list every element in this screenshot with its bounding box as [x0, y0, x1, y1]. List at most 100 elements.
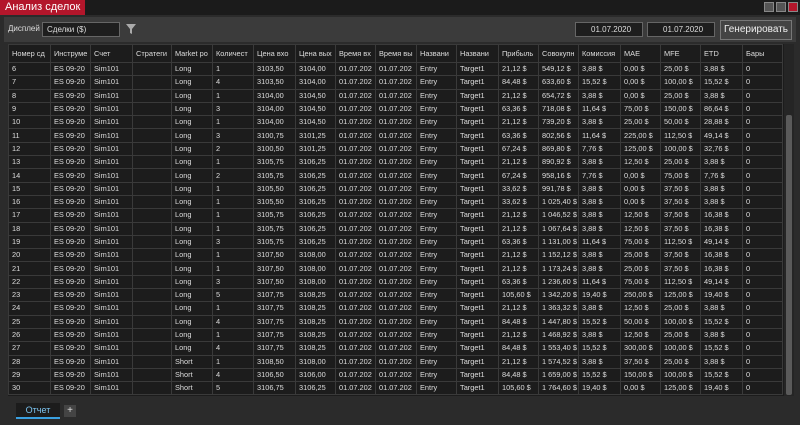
- table-row[interactable]: 13 ES 09-20 Sim101 Long 1 3105,75 3106,25 01.07…: [8, 155, 783, 170]
- table-row[interactable]: 15 ES 09-20 Sim101 Long 1 3105,50 3106,25 01.07…: [8, 181, 783, 196]
- table-row[interactable]: 25 ES 09-20 Sim101 Long 4 3107,75 3108,25 01.07…: [8, 314, 783, 329]
- table-row[interactable]: 28 ES 09-20 Sim101 Short 1 3108,50 3108,00 01.0…: [8, 354, 783, 369]
- table-row[interactable]: 19 ES 09-20 Sim101 Long 3 3105,75 3106,25 01.07…: [8, 234, 783, 250]
- column-header[interactable]: Названи: [456, 44, 499, 63]
- cell: 17: [8, 208, 51, 223]
- add-tab-button[interactable]: +: [64, 405, 76, 417]
- table-row[interactable]: 23 ES 09-20 Sim101 Long 5 3107,75 3108,25 01.07…: [8, 288, 783, 303]
- column-header[interactable]: Время вх: [335, 44, 376, 63]
- table-row[interactable]: 8 ES 09-20 Sim101 Long 1 3104,00 3104,50 01.07.…: [8, 88, 783, 103]
- table-row[interactable]: 18 ES 09-20 Sim101 Long 1 3105,75 3106,25 01.07…: [8, 221, 783, 236]
- cell: 21,12 $: [498, 115, 539, 130]
- table-row[interactable]: 14 ES 09-20 Sim101 Long 2 3105,75 3106,25 01.07…: [8, 168, 783, 183]
- cell: Sim101: [90, 234, 133, 250]
- cell: 01.07.202: [335, 128, 376, 143]
- table-row[interactable]: 29 ES 09-20 Sim101 Short 4 3106,50 3106,00 01.0…: [8, 367, 783, 383]
- cell: Entry: [416, 234, 457, 250]
- column-header[interactable]: Цена вхо: [253, 44, 296, 63]
- table-row[interactable]: 20 ES 09-20 Sim101 Long 1 3107,50 3108,00 01.07…: [8, 248, 783, 263]
- cell: 5: [212, 381, 254, 396]
- column-header[interactable]: Цена вых: [295, 44, 336, 63]
- column-header[interactable]: MAE: [620, 44, 661, 63]
- cell: Entry: [416, 354, 457, 369]
- tab[interactable]: Отчет: [16, 403, 60, 419]
- table-row[interactable]: 17 ES 09-20 Sim101 Long 1 3105,75 3106,25 01.07…: [8, 208, 783, 223]
- cell: Target1: [456, 274, 499, 290]
- table-row[interactable]: 9 ES 09-20 Sim101 Long 3 3104,00 3104,50 01.07.…: [8, 101, 783, 117]
- cell: 01.07.202: [375, 367, 417, 383]
- column-header[interactable]: Счет: [90, 44, 133, 63]
- column-header[interactable]: Прибыль: [498, 44, 539, 63]
- filter-icon[interactable]: [126, 23, 136, 35]
- table-row[interactable]: 24 ES 09-20 Sim101 Long 1 3107,75 3108,25 01.07…: [8, 301, 783, 316]
- column-header[interactable]: Количест: [212, 44, 254, 63]
- scroll-thumb[interactable]: [786, 115, 792, 395]
- close-button[interactable]: [788, 2, 798, 12]
- table-row[interactable]: 10 ES 09-20 Sim101 Long 1 3104,00 3104,50 01.07…: [8, 115, 783, 130]
- column-header[interactable]: Названи: [416, 44, 457, 63]
- cell: 3,88 $: [578, 88, 621, 103]
- column-header[interactable]: Стратеги: [132, 44, 172, 63]
- cell: Sim101: [90, 274, 133, 290]
- cell: 3107,50: [253, 261, 296, 276]
- column-header[interactable]: Инструме: [50, 44, 91, 63]
- display-select[interactable]: Сделки ($): [42, 22, 120, 37]
- column-header[interactable]: Market po: [171, 44, 213, 63]
- cell: 15,52 $: [700, 75, 743, 90]
- cell: 37,50 $: [660, 194, 701, 210]
- table-row[interactable]: 16 ES 09-20 Sim101 Long 1 3105,50 3106,25 01.07…: [8, 194, 783, 210]
- table-row[interactable]: 30 ES 09-20 Sim101 Short 5 3106,75 3106,25 01.0…: [8, 381, 783, 396]
- cell: 0: [742, 367, 783, 383]
- cell: 3106,75: [253, 381, 296, 396]
- table-row[interactable]: 22 ES 09-20 Sim101 Long 3 3107,50 3108,00 01.07…: [8, 274, 783, 290]
- cell: 75,00 $: [660, 168, 701, 183]
- cell: Target1: [456, 101, 499, 117]
- column-header[interactable]: Бары: [742, 44, 783, 63]
- column-header[interactable]: Совокупн: [538, 44, 579, 63]
- cell: [132, 208, 172, 223]
- cell: Sim101: [90, 248, 133, 263]
- title-bar: [0, 0, 800, 15]
- maximize-button[interactable]: [776, 2, 786, 12]
- cell: [132, 88, 172, 103]
- minimize-button[interactable]: [764, 2, 774, 12]
- cell: 01.07.202: [375, 61, 417, 77]
- table-row[interactable]: 27 ES 09-20 Sim101 Long 4 3107,75 3108,25 01.07…: [8, 341, 783, 356]
- cell: Target1: [456, 381, 499, 396]
- cell: [132, 341, 172, 356]
- cell: Sim101: [90, 221, 133, 236]
- cell: 3106,25: [295, 381, 336, 396]
- cell: Long: [171, 115, 213, 130]
- cell: Target1: [456, 208, 499, 223]
- cell: 63,36 $: [498, 234, 539, 250]
- table-row[interactable]: 12 ES 09-20 Sim101 Long 2 3100,50 3101,25 01.07…: [8, 141, 783, 157]
- column-header[interactable]: Номер сд: [8, 44, 51, 63]
- cell: 67,24 $: [498, 168, 539, 183]
- date-from[interactable]: 01.07.2020: [575, 22, 643, 37]
- cell: Target1: [456, 234, 499, 250]
- generate-button[interactable]: Генерировать: [720, 20, 792, 40]
- table-row[interactable]: 21 ES 09-20 Sim101 Long 1 3107,50 3108,00 01.07…: [8, 261, 783, 276]
- date-to[interactable]: 01.07.2020: [647, 22, 715, 37]
- column-header[interactable]: Время вы: [375, 44, 417, 63]
- cell: Long: [171, 88, 213, 103]
- cell: Entry: [416, 301, 457, 316]
- cell: 3108,00: [295, 248, 336, 263]
- table-row[interactable]: 11 ES 09-20 Sim101 Long 3 3100,75 3101,25 01.07…: [8, 128, 783, 143]
- cell: 01.07.202: [375, 181, 417, 196]
- column-header[interactable]: Комиссия: [578, 44, 621, 63]
- column-header[interactable]: ETD: [700, 44, 743, 63]
- cell: 112,50 $: [660, 128, 701, 143]
- table-row[interactable]: 6 ES 09-20 Sim101 Long 1 3103,50 3104,00 01.07.…: [8, 61, 783, 77]
- cell: 28,88 $: [700, 115, 743, 130]
- cell: 0: [742, 141, 783, 157]
- table-row[interactable]: 26 ES 09-20 Sim101 Long 1 3107,75 3108,25 01.07…: [8, 327, 783, 343]
- table-row[interactable]: 7 ES 09-20 Sim101 Long 4 3103,50 3104,00 01.07.…: [8, 75, 783, 90]
- column-header[interactable]: MFE: [660, 44, 701, 63]
- cell: [132, 248, 172, 263]
- cell: 3: [212, 128, 254, 143]
- cell: 1 131,00 $: [538, 234, 579, 250]
- cell: ES 09-20: [50, 115, 91, 130]
- cell: 1: [212, 88, 254, 103]
